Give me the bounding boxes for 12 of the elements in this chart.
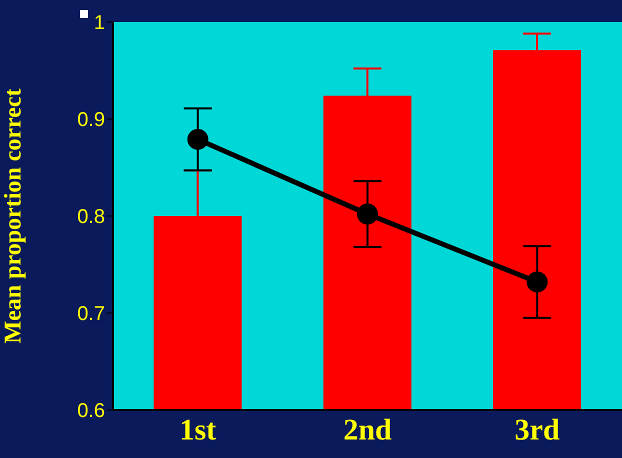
y-tick-label: 1: [94, 12, 105, 34]
y-tick-label: 0.7: [77, 303, 105, 326]
point: [357, 204, 378, 225]
y-tick-label: 0.8: [77, 206, 105, 228]
y-axis-title: Mean proportion correct: [0, 88, 27, 344]
point: [187, 128, 208, 150]
x-tick-label: 1st: [179, 413, 216, 446]
x-tick-label: 2nd: [343, 413, 392, 446]
x-tick-label: 3rd: [514, 413, 560, 446]
point: [526, 271, 548, 292]
y-tick-label: 0.6: [77, 400, 105, 422]
y-tick-label: 0.9: [77, 109, 105, 132]
